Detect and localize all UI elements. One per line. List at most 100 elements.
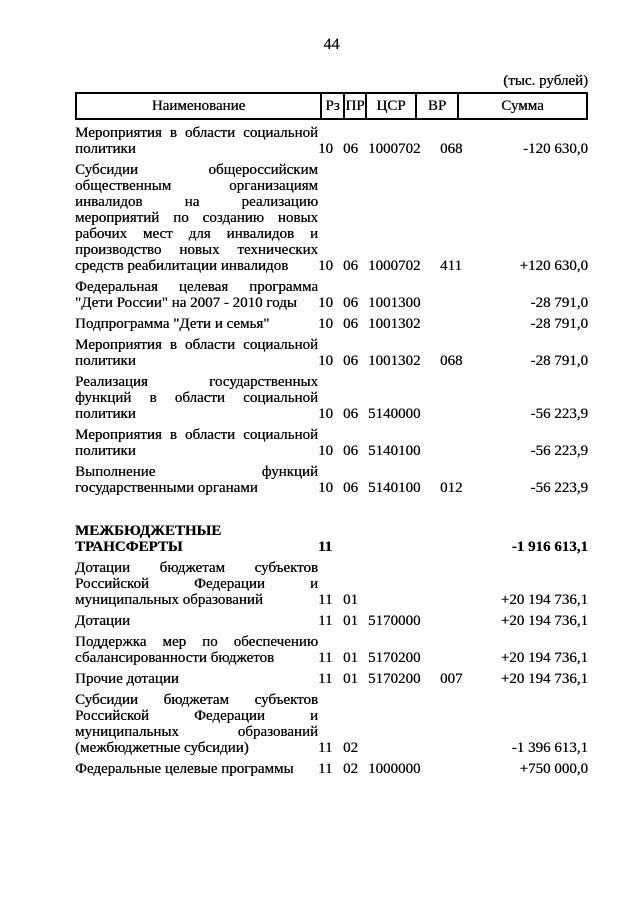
pr-cell: 06 bbox=[343, 141, 358, 157]
table-header: Наименование Рз ПР ЦСР ВР Сумма bbox=[75, 92, 588, 120]
name-cell: Реализация государственных функций в обла… bbox=[75, 374, 318, 422]
name-line: МЕЖБЮДЖЕТНЫЕ bbox=[75, 523, 222, 539]
rz-cell: 11 bbox=[318, 650, 333, 666]
csr-cell: 5140000 bbox=[368, 406, 421, 422]
sum-cell: -28 791,0 bbox=[530, 316, 589, 332]
name-line: "Дети России" на 2007 - 2010 годы bbox=[75, 295, 297, 311]
name-cell: Федеральные целевые программы bbox=[75, 761, 318, 777]
table-row: Реализация государственных функций в обла… bbox=[75, 374, 588, 422]
rz-cell: 11 bbox=[318, 761, 333, 777]
pr-cell: 01 bbox=[343, 613, 358, 629]
name-line: Дотации бюджетам субъектов bbox=[75, 560, 318, 576]
name-line: средств реабилитации инвалидов bbox=[75, 258, 289, 274]
sum-cell: -28 791,0 bbox=[530, 353, 589, 369]
name-line: Реализация государственных bbox=[75, 374, 318, 390]
sum-cell: +20 194 736,1 bbox=[500, 671, 588, 687]
vr-cell: 012 bbox=[440, 480, 463, 496]
name-line: Поддержка мер по обеспечению bbox=[75, 634, 318, 650]
table-row: Субсидии общероссийским общественным орга… bbox=[75, 162, 588, 274]
rz-cell: 11 bbox=[318, 740, 333, 756]
rz-cell: 10 bbox=[318, 406, 333, 422]
csr-cell: 1000702 bbox=[368, 258, 421, 274]
name-cell: Прочие дотации bbox=[75, 671, 318, 687]
page-content: 44 (тыс. рублей) Наименование Рз ПР ЦСР … bbox=[75, 0, 588, 777]
table-row: Федеральные целевые программы 11 02 1000… bbox=[75, 761, 588, 777]
rz-cell: 11 bbox=[318, 539, 333, 555]
sum-cell: +20 194 736,1 bbox=[500, 650, 588, 666]
table-row: Поддержка мер по обеспечению сбалансирова… bbox=[75, 634, 588, 666]
table-row: Прочие дотации 11 01 5170200 007 +20 194… bbox=[75, 671, 588, 687]
rz-cell: 11 bbox=[318, 592, 333, 608]
csr-cell: 1001302 bbox=[368, 316, 421, 332]
units-label: (тыс. рублей) bbox=[503, 73, 588, 89]
name-line: политики bbox=[75, 443, 136, 459]
name-line: (межбюджетные субсидии) bbox=[75, 740, 249, 756]
name-cell: Мероприятия в области социальной политики bbox=[75, 125, 318, 157]
sum-cell: +20 194 736,1 bbox=[500, 613, 588, 629]
name-cell: Поддержка мер по обеспечению сбалансирова… bbox=[75, 634, 318, 666]
rz-cell: 11 bbox=[318, 671, 333, 687]
csr-cell: 1000000 bbox=[368, 761, 421, 777]
vr-cell: 007 bbox=[440, 671, 463, 687]
csr-cell: 1001300 bbox=[368, 295, 421, 311]
sum-cell: -56 223,9 bbox=[530, 443, 589, 459]
rz-cell: 10 bbox=[318, 480, 333, 496]
header-cell-rz: Рз bbox=[320, 94, 343, 118]
sum-cell: -120 630,0 bbox=[523, 141, 588, 157]
csr-cell: 1000702 bbox=[368, 141, 421, 157]
sum-cell: -1 916 613,1 bbox=[511, 539, 588, 555]
rz-cell: 10 bbox=[318, 316, 333, 332]
csr-cell: 5170200 bbox=[368, 671, 421, 687]
sum-cell: -28 791,0 bbox=[530, 295, 589, 311]
name-line: Подпрограмма "Дети и семья" bbox=[75, 316, 270, 332]
name-line: общественным организациям bbox=[75, 178, 318, 194]
name-cell: Субсидии бюджетам субъектов Российской Фе… bbox=[75, 692, 318, 756]
table-row: Субсидии бюджетам субъектов Российской Фе… bbox=[75, 692, 588, 756]
csr-cell: 5140100 bbox=[368, 443, 421, 459]
name-line: Мероприятия в области социальной bbox=[75, 125, 318, 141]
name-line: производство новых технических bbox=[75, 242, 318, 258]
rz-cell: 10 bbox=[318, 258, 333, 274]
name-line: Федеральные целевые программы bbox=[75, 761, 294, 777]
csr-cell: 5170200 bbox=[368, 650, 421, 666]
name-line: политики bbox=[75, 406, 136, 422]
name-line: инвалидов на реализацию bbox=[75, 194, 318, 210]
name-cell: Дотации bbox=[75, 613, 318, 629]
pr-cell: 01 bbox=[343, 671, 358, 687]
name-line: Федеральная целевая программа bbox=[75, 279, 318, 295]
header-cell-csr: ЦСР bbox=[365, 94, 415, 118]
header-cell-name: Наименование bbox=[151, 98, 246, 114]
name-line: муниципальных образований bbox=[75, 724, 318, 740]
name-line: политики bbox=[75, 141, 136, 157]
name-line: Субсидии бюджетам субъектов bbox=[75, 692, 318, 708]
pr-cell: 06 bbox=[343, 258, 358, 274]
table-row: Мероприятия в области социальной политики… bbox=[75, 125, 588, 157]
sum-cell: -1 396 613,1 bbox=[511, 740, 588, 756]
table-row: МЕЖБЮДЖЕТНЫЕ ТРАНСФЕРТЫ 11 -1 916 613,1 bbox=[75, 523, 588, 555]
pr-cell: 02 bbox=[343, 740, 358, 756]
rz-cell: 11 bbox=[318, 613, 333, 629]
table-row: Подпрограмма "Дети и семья" 10 06 100130… bbox=[75, 316, 588, 332]
rz-cell: 10 bbox=[318, 443, 333, 459]
name-line: государственными органами bbox=[75, 480, 258, 496]
pr-cell: 02 bbox=[343, 761, 358, 777]
sum-cell: +20 194 736,1 bbox=[500, 592, 588, 608]
name-cell: Мероприятия в области социальной политики bbox=[75, 427, 318, 459]
name-line: Прочие дотации bbox=[75, 671, 179, 687]
name-line: Выполнение функций bbox=[75, 464, 318, 480]
table-row: Мероприятия в области социальной политики… bbox=[75, 337, 588, 369]
header-cell-sum: Сумма bbox=[457, 94, 586, 118]
name-line: Субсидии общероссийским bbox=[75, 162, 318, 178]
table-row: Выполнение функций государственными орган… bbox=[75, 464, 588, 496]
pr-cell: 01 bbox=[343, 650, 358, 666]
name-cell: Выполнение функций государственными орган… bbox=[75, 464, 318, 496]
table-row: Мероприятия в области социальной политики… bbox=[75, 427, 588, 459]
vr-cell: 068 bbox=[440, 353, 463, 369]
sum-cell: +120 630,0 bbox=[519, 258, 588, 274]
name-cell: Подпрограмма "Дети и семья" bbox=[75, 316, 318, 332]
pr-cell: 06 bbox=[343, 295, 358, 311]
vr-cell: 068 bbox=[440, 141, 463, 157]
name-line: функций в области социальной bbox=[75, 390, 318, 406]
name-cell: МЕЖБЮДЖЕТНЫЕ ТРАНСФЕРТЫ bbox=[75, 523, 318, 555]
